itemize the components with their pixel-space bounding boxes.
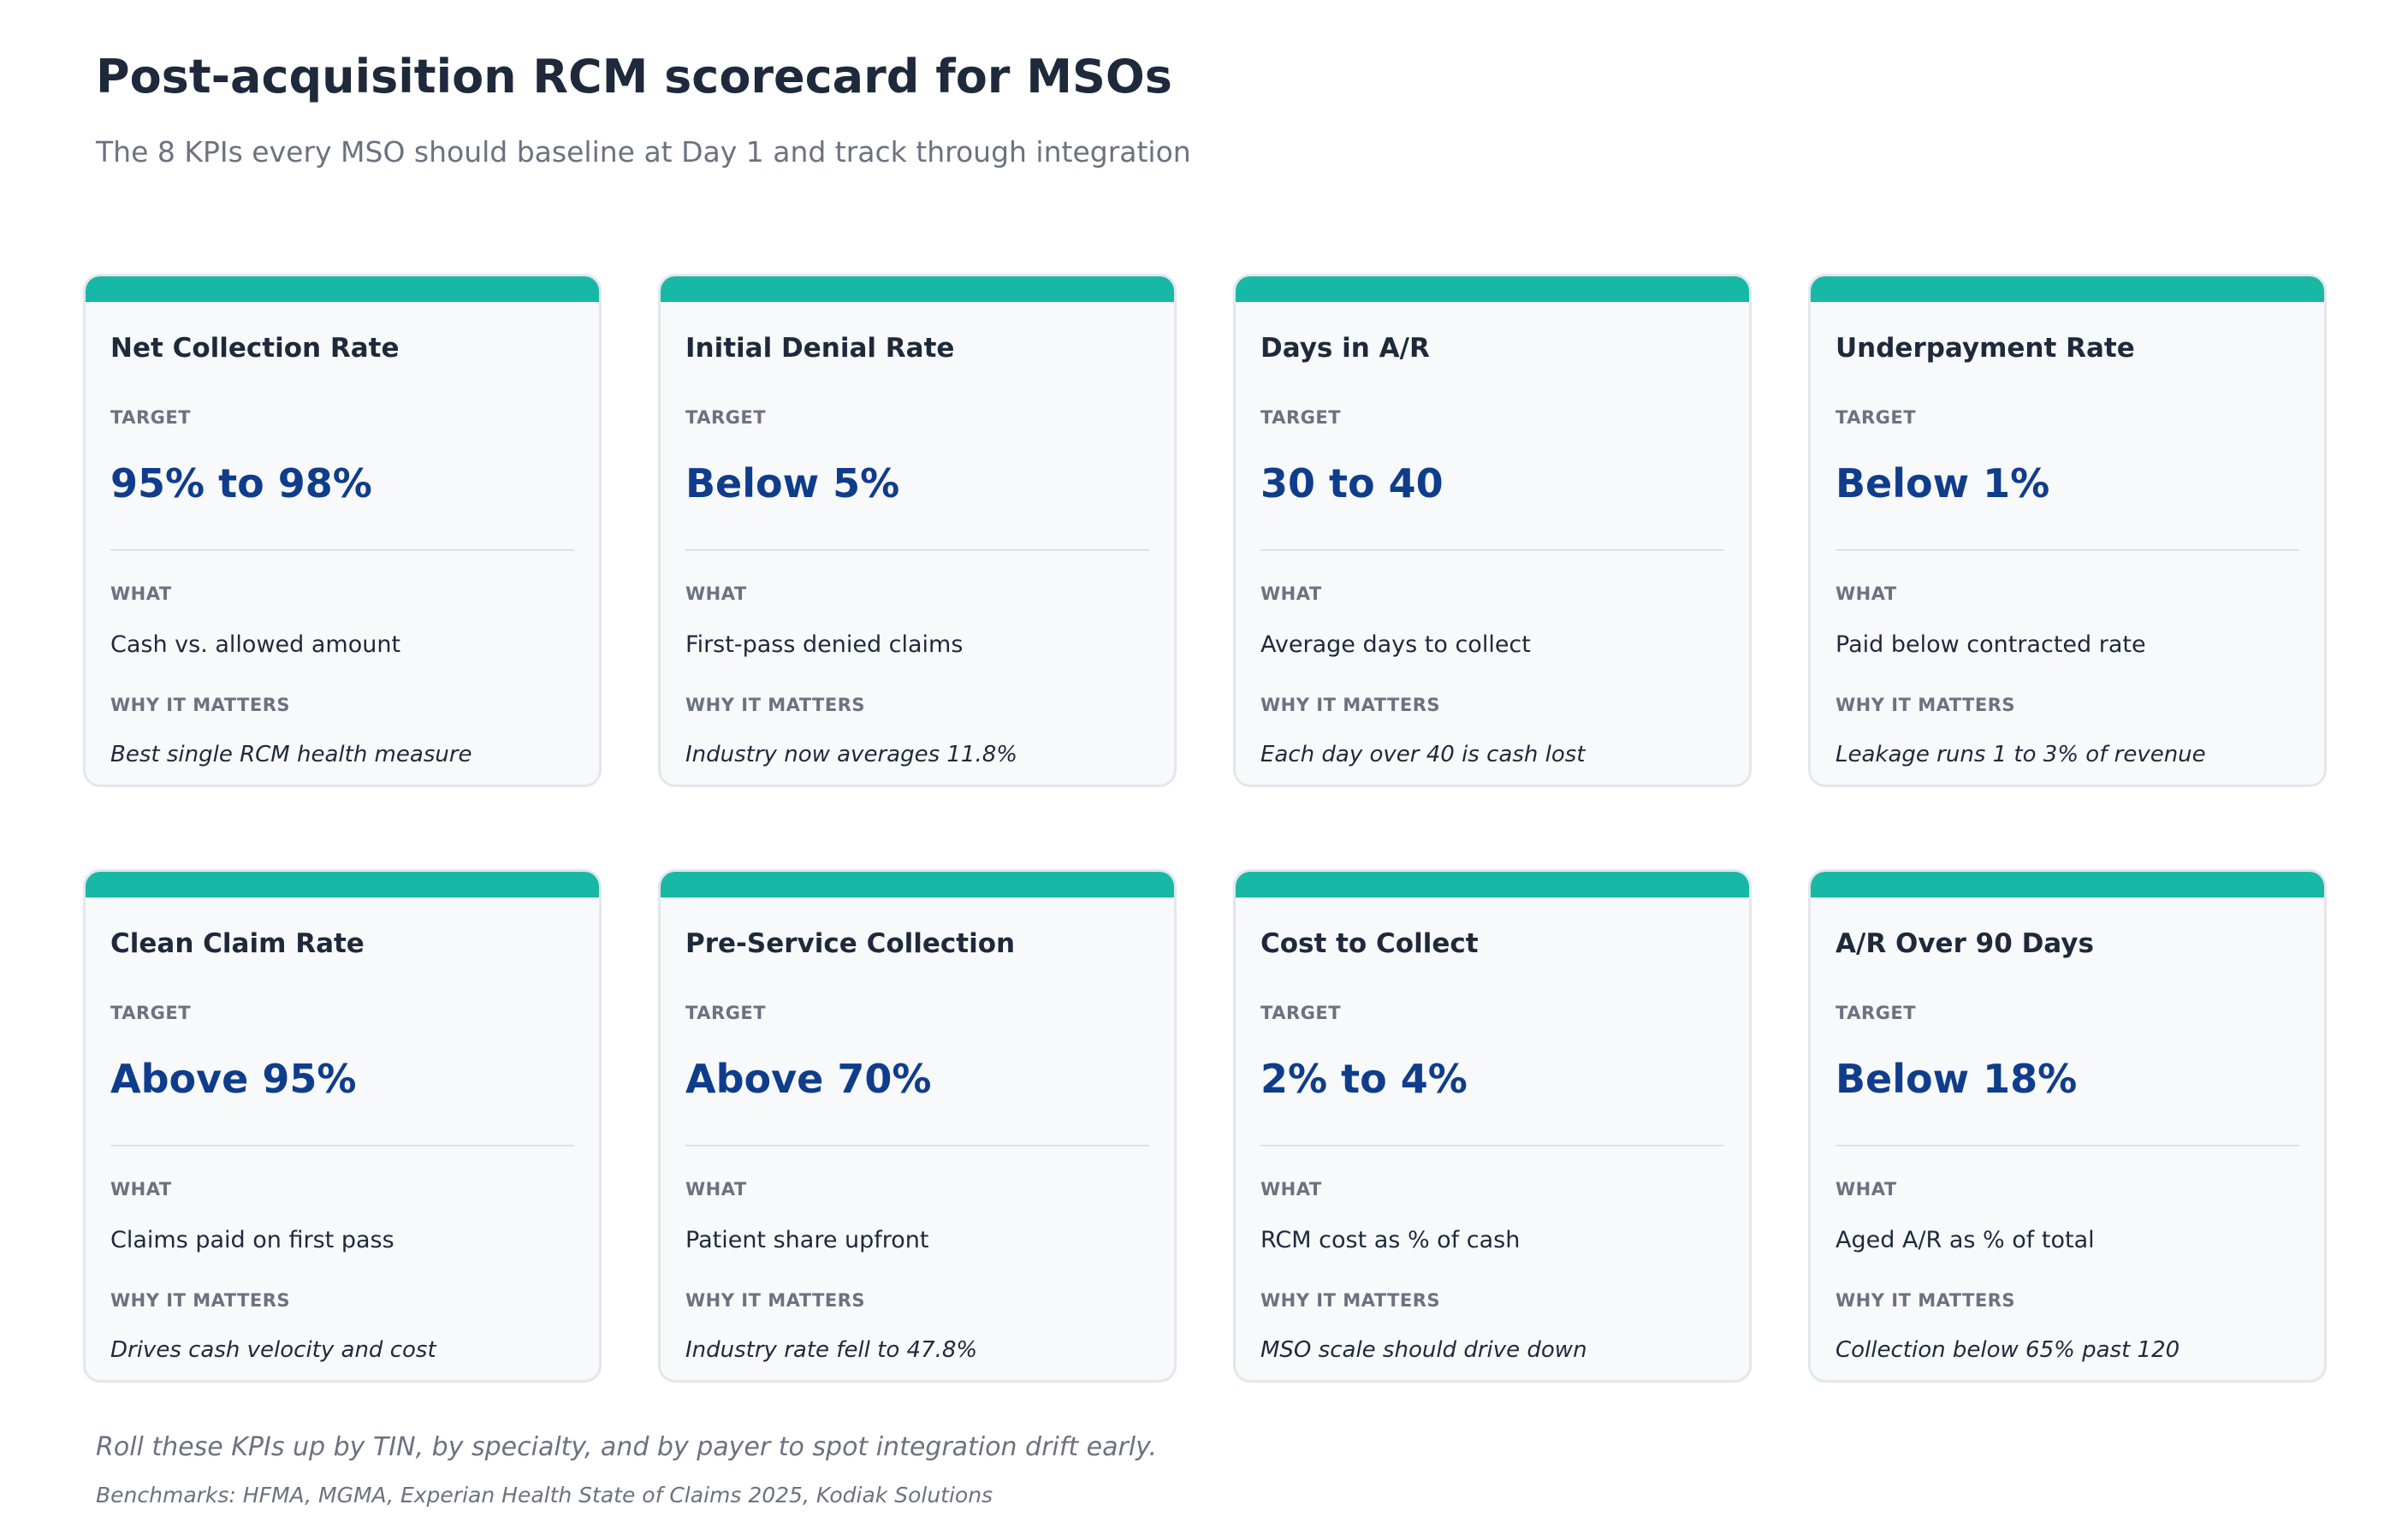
kpi-card: A/R Over 90 Days TARGET Below 18% WHAT A… <box>1808 869 2327 1383</box>
target-label: TARGET <box>685 1003 767 1023</box>
target-label: TARGET <box>1260 407 1342 428</box>
card-accent-bar <box>1811 276 2324 302</box>
why-text: Drives cash velocity and cost <box>110 1337 436 1363</box>
card-accent-bar <box>661 276 1174 302</box>
target-label: TARGET <box>110 1003 192 1023</box>
kpi-card: Initial Denial Rate TARGET Below 5% WHAT… <box>658 274 1177 787</box>
what-label: WHAT <box>110 583 172 604</box>
what-text: Aged A/R as % of total <box>1836 1227 2095 1253</box>
why-text: MSO scale should drive down <box>1260 1337 1587 1363</box>
kpi-card: Pre-Service Collection TARGET Above 70% … <box>658 869 1177 1383</box>
kpi-title: Cost to Collect <box>1260 928 1479 959</box>
card-accent-bar <box>86 276 599 302</box>
what-label: WHAT <box>1836 1179 1897 1199</box>
divider <box>1260 1145 1724 1146</box>
kpi-card-grid: Net Collection Rate TARGET 95% to 98% WH… <box>83 274 2327 1383</box>
why-text: Industry now averages 11.8% <box>685 742 1017 767</box>
target-value: 95% to 98% <box>110 460 372 506</box>
kpi-title: Days in A/R <box>1260 333 1430 364</box>
what-label: WHAT <box>1836 583 1897 604</box>
kpi-title: Clean Claim Rate <box>110 928 365 959</box>
what-text: Paid below contracted rate <box>1836 631 2146 658</box>
what-label: WHAT <box>1260 1179 1322 1199</box>
divider <box>1836 549 2299 551</box>
card-accent-bar <box>1811 872 2324 897</box>
why-text: Each day over 40 is cash lost <box>1260 742 1586 767</box>
kpi-title: Pre-Service Collection <box>685 928 1016 959</box>
why-label: WHY IT MATTERS <box>1836 695 2015 715</box>
kpi-title: Net Collection Rate <box>110 333 400 364</box>
why-text: Collection below 65% past 120 <box>1836 1337 2180 1363</box>
what-label: WHAT <box>685 583 747 604</box>
kpi-card: Days in A/R TARGET 30 to 40 WHAT Average… <box>1233 274 1752 787</box>
target-value: Above 95% <box>110 1056 357 1102</box>
why-label: WHY IT MATTERS <box>110 695 290 715</box>
what-text: Average days to collect <box>1260 631 1531 658</box>
card-accent-bar <box>1236 276 1749 302</box>
what-label: WHAT <box>685 1179 747 1199</box>
why-text: Leakage runs 1 to 3% of revenue <box>1836 742 2206 767</box>
divider <box>110 1145 574 1146</box>
what-text: Patient share upfront <box>685 1227 929 1253</box>
kpi-card: Cost to Collect TARGET 2% to 4% WHAT RCM… <box>1233 869 1752 1383</box>
divider <box>685 549 1149 551</box>
page-subtitle: The 8 KPIs every MSO should baseline at … <box>96 135 1191 169</box>
kpi-title: A/R Over 90 Days <box>1836 928 2094 959</box>
what-text: RCM cost as % of cash <box>1260 1227 1521 1253</box>
why-text: Industry rate fell to 47.8% <box>685 1337 978 1363</box>
target-value: Above 70% <box>685 1056 932 1102</box>
target-value: Below 18% <box>1836 1056 2078 1102</box>
footer-note: Roll these KPIs up by TIN, by specialty,… <box>96 1432 1158 1462</box>
what-label: WHAT <box>110 1179 172 1199</box>
footer-source: Benchmarks: HFMA, MGMA, Experian Health … <box>96 1483 993 1507</box>
target-label: TARGET <box>685 407 767 428</box>
kpi-card: Underpayment Rate TARGET Below 1% WHAT P… <box>1808 274 2327 787</box>
target-label: TARGET <box>110 407 192 428</box>
what-text: Cash vs. allowed amount <box>110 631 401 658</box>
why-label: WHY IT MATTERS <box>685 1290 865 1311</box>
target-value: Below 5% <box>685 460 900 506</box>
target-label: TARGET <box>1836 407 1917 428</box>
kpi-title: Underpayment Rate <box>1836 333 2135 364</box>
kpi-title: Initial Denial Rate <box>685 333 955 364</box>
card-accent-bar <box>1236 872 1749 897</box>
page-title: Post-acquisition RCM scorecard for MSOs <box>96 50 1172 104</box>
divider <box>685 1145 1149 1146</box>
what-text: Claims paid on first pass <box>110 1227 394 1253</box>
what-label: WHAT <box>1260 583 1322 604</box>
why-label: WHY IT MATTERS <box>685 695 865 715</box>
divider <box>1260 549 1724 551</box>
target-label: TARGET <box>1836 1003 1917 1023</box>
target-value: Below 1% <box>1836 460 2050 506</box>
why-label: WHY IT MATTERS <box>1260 1290 1440 1311</box>
why-label: WHY IT MATTERS <box>1836 1290 2015 1311</box>
card-accent-bar <box>661 872 1174 897</box>
divider <box>1836 1145 2299 1146</box>
card-accent-bar <box>86 872 599 897</box>
what-text: First-pass denied claims <box>685 631 964 658</box>
why-text: Best single RCM health measure <box>110 742 472 767</box>
divider <box>110 549 574 551</box>
target-value: 30 to 40 <box>1260 460 1444 506</box>
why-label: WHY IT MATTERS <box>1260 695 1440 715</box>
kpi-card: Clean Claim Rate TARGET Above 95% WHAT C… <box>83 869 602 1383</box>
why-label: WHY IT MATTERS <box>110 1290 290 1311</box>
kpi-card: Net Collection Rate TARGET 95% to 98% WH… <box>83 274 602 787</box>
target-value: 2% to 4% <box>1260 1056 1468 1102</box>
target-label: TARGET <box>1260 1003 1342 1023</box>
